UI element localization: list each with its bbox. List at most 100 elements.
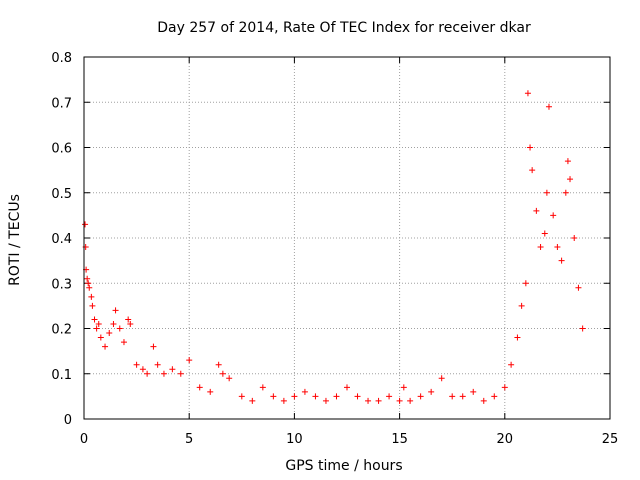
data-point: [177, 370, 184, 377]
data-point: [344, 384, 350, 391]
data-point: [270, 393, 277, 400]
data-point: [375, 397, 382, 404]
x-tick-label: 20: [497, 432, 514, 447]
y-tick-label: 0.3: [51, 277, 72, 292]
data-point: [249, 397, 256, 404]
data-point: [207, 388, 214, 395]
data-point: [291, 393, 298, 400]
data-point: [312, 393, 319, 400]
data-point: [301, 388, 308, 395]
data-point: [571, 235, 578, 241]
data-point: [575, 284, 582, 291]
data-point: [116, 325, 123, 332]
data-point: [459, 393, 466, 400]
y-tick-label: 0.6: [51, 142, 72, 157]
data-point: [579, 325, 586, 332]
chart-title: Day 257 of 2014, Rate Of TEC Index for r…: [157, 20, 531, 36]
points-layer: [82, 90, 586, 404]
data-point: [127, 320, 134, 327]
y-axis-label: ROTI / TECUs: [7, 194, 23, 286]
data-point: [196, 384, 203, 391]
data-point: [562, 189, 569, 196]
data-point: [125, 316, 132, 323]
data-point: [545, 103, 552, 110]
y-tick-label: 0.4: [51, 232, 72, 247]
x-tick-label: 10: [286, 432, 303, 447]
data-point: [144, 370, 151, 377]
data-point: [543, 189, 550, 196]
data-point: [280, 397, 287, 404]
data-point: [428, 388, 435, 395]
data-point: [333, 393, 340, 400]
data-point: [550, 212, 557, 219]
data-point: [365, 397, 372, 404]
data-point: [480, 397, 487, 404]
data-point: [491, 393, 498, 400]
data-point: [85, 280, 92, 287]
data-point: [82, 221, 89, 228]
data-point: [354, 393, 361, 400]
data-point: [522, 280, 529, 287]
plot-frame: [83, 56, 611, 420]
x-axis-label: GPS time / hours: [285, 458, 402, 474]
data-point: [322, 397, 329, 404]
y-tick-label: 0.7: [51, 96, 72, 111]
y-tick-labels: 0 0.1 0.2 0.3 0.4 0.5 0.6 0.7 0.8: [51, 51, 72, 428]
data-point: [558, 257, 565, 264]
data-point: [564, 158, 571, 165]
data-point: [91, 316, 98, 323]
data-point: [438, 375, 445, 382]
data-point: [396, 397, 403, 404]
data-point: [514, 334, 521, 341]
data-point: [110, 320, 117, 327]
x-tick-label: 0: [80, 432, 88, 447]
data-point: [407, 397, 414, 404]
data-point: [160, 370, 167, 377]
data-point: [93, 325, 100, 332]
data-point: [169, 366, 176, 373]
data-point: [97, 334, 104, 341]
data-point: [386, 393, 393, 400]
data-point: [133, 361, 140, 368]
data-point: [529, 167, 536, 174]
data-point: [537, 244, 544, 251]
data-point: [449, 393, 456, 400]
data-point: [154, 361, 161, 368]
data-point: [470, 388, 477, 395]
data-point: [102, 343, 109, 350]
data-point: [238, 393, 245, 400]
data-point: [106, 330, 113, 337]
data-point: [89, 302, 96, 309]
data-point: [226, 375, 233, 382]
data-point: [95, 320, 102, 327]
x-tick-label: 5: [185, 432, 193, 447]
y-tick-label: 0.8: [51, 51, 72, 66]
y-tick-label: 0.5: [51, 187, 72, 202]
data-point: [215, 361, 222, 368]
data-point: [86, 284, 93, 291]
x-tick-label: 15: [391, 432, 408, 447]
data-point: [186, 357, 193, 364]
data-point: [112, 307, 119, 314]
y-tick-label: 0.2: [51, 323, 72, 338]
data-point: [259, 384, 266, 391]
y-tick-label: 0.1: [51, 368, 72, 383]
data-point: [567, 176, 574, 183]
data-point: [554, 244, 561, 251]
data-point: [88, 293, 95, 300]
data-point: [508, 361, 515, 368]
data-point: [84, 275, 91, 282]
grid-layer: [84, 57, 610, 419]
x-tick-label: 25: [602, 432, 619, 447]
data-point: [219, 370, 226, 377]
data-point: [527, 144, 534, 151]
data-point: [518, 302, 525, 309]
data-point: [120, 339, 127, 346]
y-tick-label: 0: [64, 413, 72, 428]
data-point: [524, 90, 531, 97]
data-point: [533, 207, 540, 214]
data-point: [139, 366, 146, 373]
data-point: [400, 384, 407, 391]
data-point: [501, 384, 508, 391]
